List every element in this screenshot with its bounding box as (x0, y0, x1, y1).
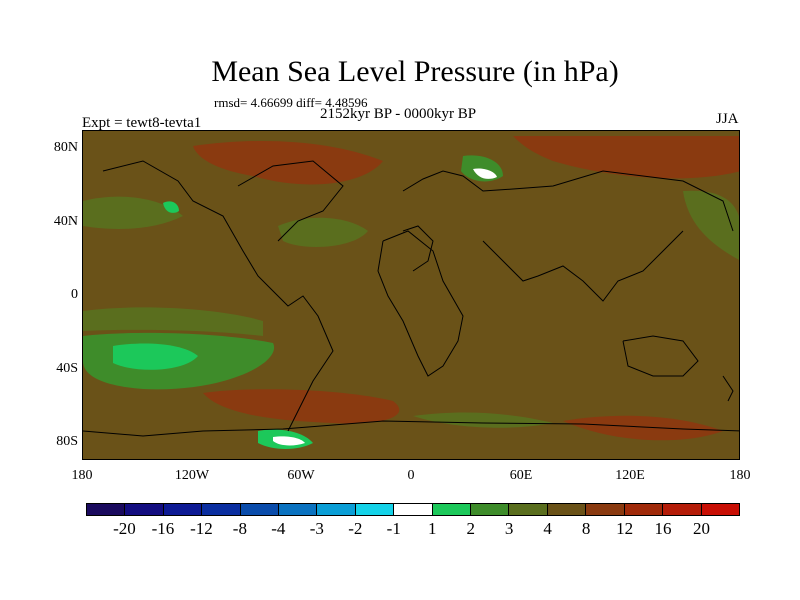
colorbar-swatch (240, 504, 280, 515)
colorbar-label: -20 (113, 519, 136, 538)
colorbar-label: -16 (151, 519, 175, 538)
white-anomaly-patch (473, 168, 497, 179)
high-anomaly-region (513, 136, 739, 179)
colorbar-swatch (394, 504, 433, 515)
moderate-anomaly-region (413, 412, 553, 428)
colorbar-label: 8 (581, 519, 591, 538)
colorbar-swatch (586, 504, 625, 515)
colorbar-label: 2 (466, 519, 475, 538)
lat-tick: 40N (53, 214, 78, 229)
lon-tick: 180 (729, 468, 751, 483)
season-label: JJA (716, 111, 739, 127)
colorbar-label: -3 (309, 519, 324, 538)
colorbar-swatch (202, 504, 241, 515)
colorbar-label: 3 (504, 519, 514, 538)
colorbar-label: 16 (654, 519, 672, 538)
colorbar-label: 1 (427, 519, 437, 538)
moderate-anomaly-region (83, 196, 183, 229)
colorbar-label: -2 (348, 519, 363, 538)
colorbar-label: -4 (271, 519, 286, 538)
colorbar-swatch (432, 504, 472, 515)
colorbar-label: 20 (693, 519, 711, 538)
lat-tick: 0 (71, 287, 78, 302)
colorbar-swatch (509, 504, 548, 515)
high-anomaly-region (563, 415, 723, 441)
lon-tick: 0 (407, 468, 415, 483)
colorbar-swatch (701, 504, 739, 515)
lon-tick: 120W (174, 468, 210, 483)
chart-title: Mean Sea Level Pressure (in hPa) (211, 55, 619, 88)
coastlines (83, 160, 739, 437)
moderate-anomaly-region (278, 217, 368, 247)
colorbar-label: -1 (386, 519, 401, 538)
stats-label: rmsd= 4.66699 diff= 4.48596 (214, 95, 368, 110)
colorbar-swatch (317, 504, 356, 515)
high-anomaly-region (193, 141, 383, 185)
pressure-anomaly-map (83, 131, 739, 459)
lon-tick: 180 (71, 468, 93, 483)
experiment-label: Expt = tewt8-tevta1 (82, 115, 202, 131)
colorbar-swatch (163, 504, 203, 515)
lat-tick: 80N (53, 140, 78, 155)
colorbar-swatch (547, 504, 587, 515)
high-anomaly-region (203, 389, 400, 424)
colorbar-swatch (279, 504, 318, 515)
white-anomaly-patch (273, 436, 305, 446)
colorbar-swatch (471, 504, 510, 515)
map-background-field (83, 131, 739, 459)
moderate-anomaly-region (83, 307, 263, 336)
low-anomaly-core (113, 343, 198, 370)
colorbar (86, 503, 740, 516)
colorbar-swatch (355, 504, 395, 515)
lat-tick: 80S (56, 434, 78, 449)
colorbar-label: 4 (543, 519, 552, 538)
colorbar-swatch (663, 504, 702, 515)
lon-tick: 60W (287, 468, 315, 483)
colorbar-swatch (624, 504, 664, 515)
lon-tick: 60E (509, 468, 533, 483)
colorbar-label: -8 (232, 519, 247, 538)
low-anomaly-core (163, 201, 179, 213)
colorbar-swatch (125, 504, 164, 515)
colorbar-swatch (87, 504, 126, 515)
period-subtitle: 2152kyr BP - 0000kyr BP (320, 106, 477, 122)
lat-tick: 40S (56, 361, 78, 376)
colorbar-label: -12 (190, 519, 213, 538)
lon-tick: 120E (615, 468, 645, 483)
map-panel (82, 130, 740, 460)
colorbar-label: 12 (616, 519, 634, 538)
